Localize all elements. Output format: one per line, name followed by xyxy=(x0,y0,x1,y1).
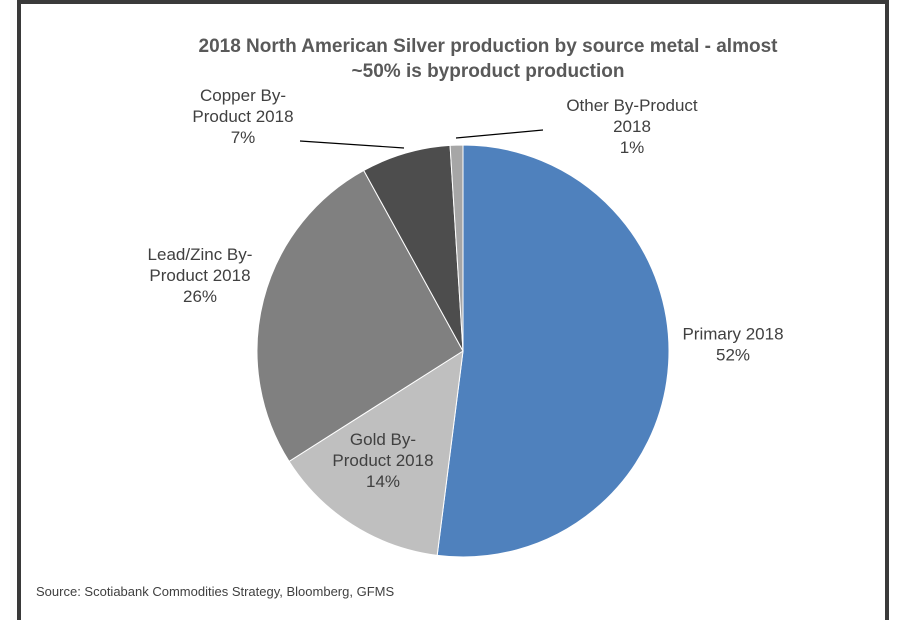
leader-line-copper xyxy=(299,140,405,149)
slice-label-copper: Copper By-Product 2018 7% xyxy=(192,86,293,147)
source-note: Source: Scotiabank Commodities Strategy,… xyxy=(36,584,394,599)
pie-slice-primary xyxy=(436,144,670,558)
slice-label-primary: Primary 2018 52% xyxy=(682,325,783,365)
pie-slice-lead-zinc xyxy=(256,169,464,463)
chart-title-line-1: 2018 North American Silver production by… xyxy=(199,36,779,57)
pie-slice-other xyxy=(449,144,464,352)
slice-label-gold: Gold By-Product 2018 14% xyxy=(332,430,433,491)
slice-label-other: Other By-Product 2018 1% xyxy=(566,96,698,157)
chart-title-line-2: ~50% is byproduct production xyxy=(352,61,625,82)
chart-frame xyxy=(17,0,889,620)
pie-slice-gold xyxy=(288,350,464,556)
slice-label-lead-zinc: Lead/Zinc By-Product 2018 26% xyxy=(148,245,253,306)
leader-line-other xyxy=(455,129,544,139)
